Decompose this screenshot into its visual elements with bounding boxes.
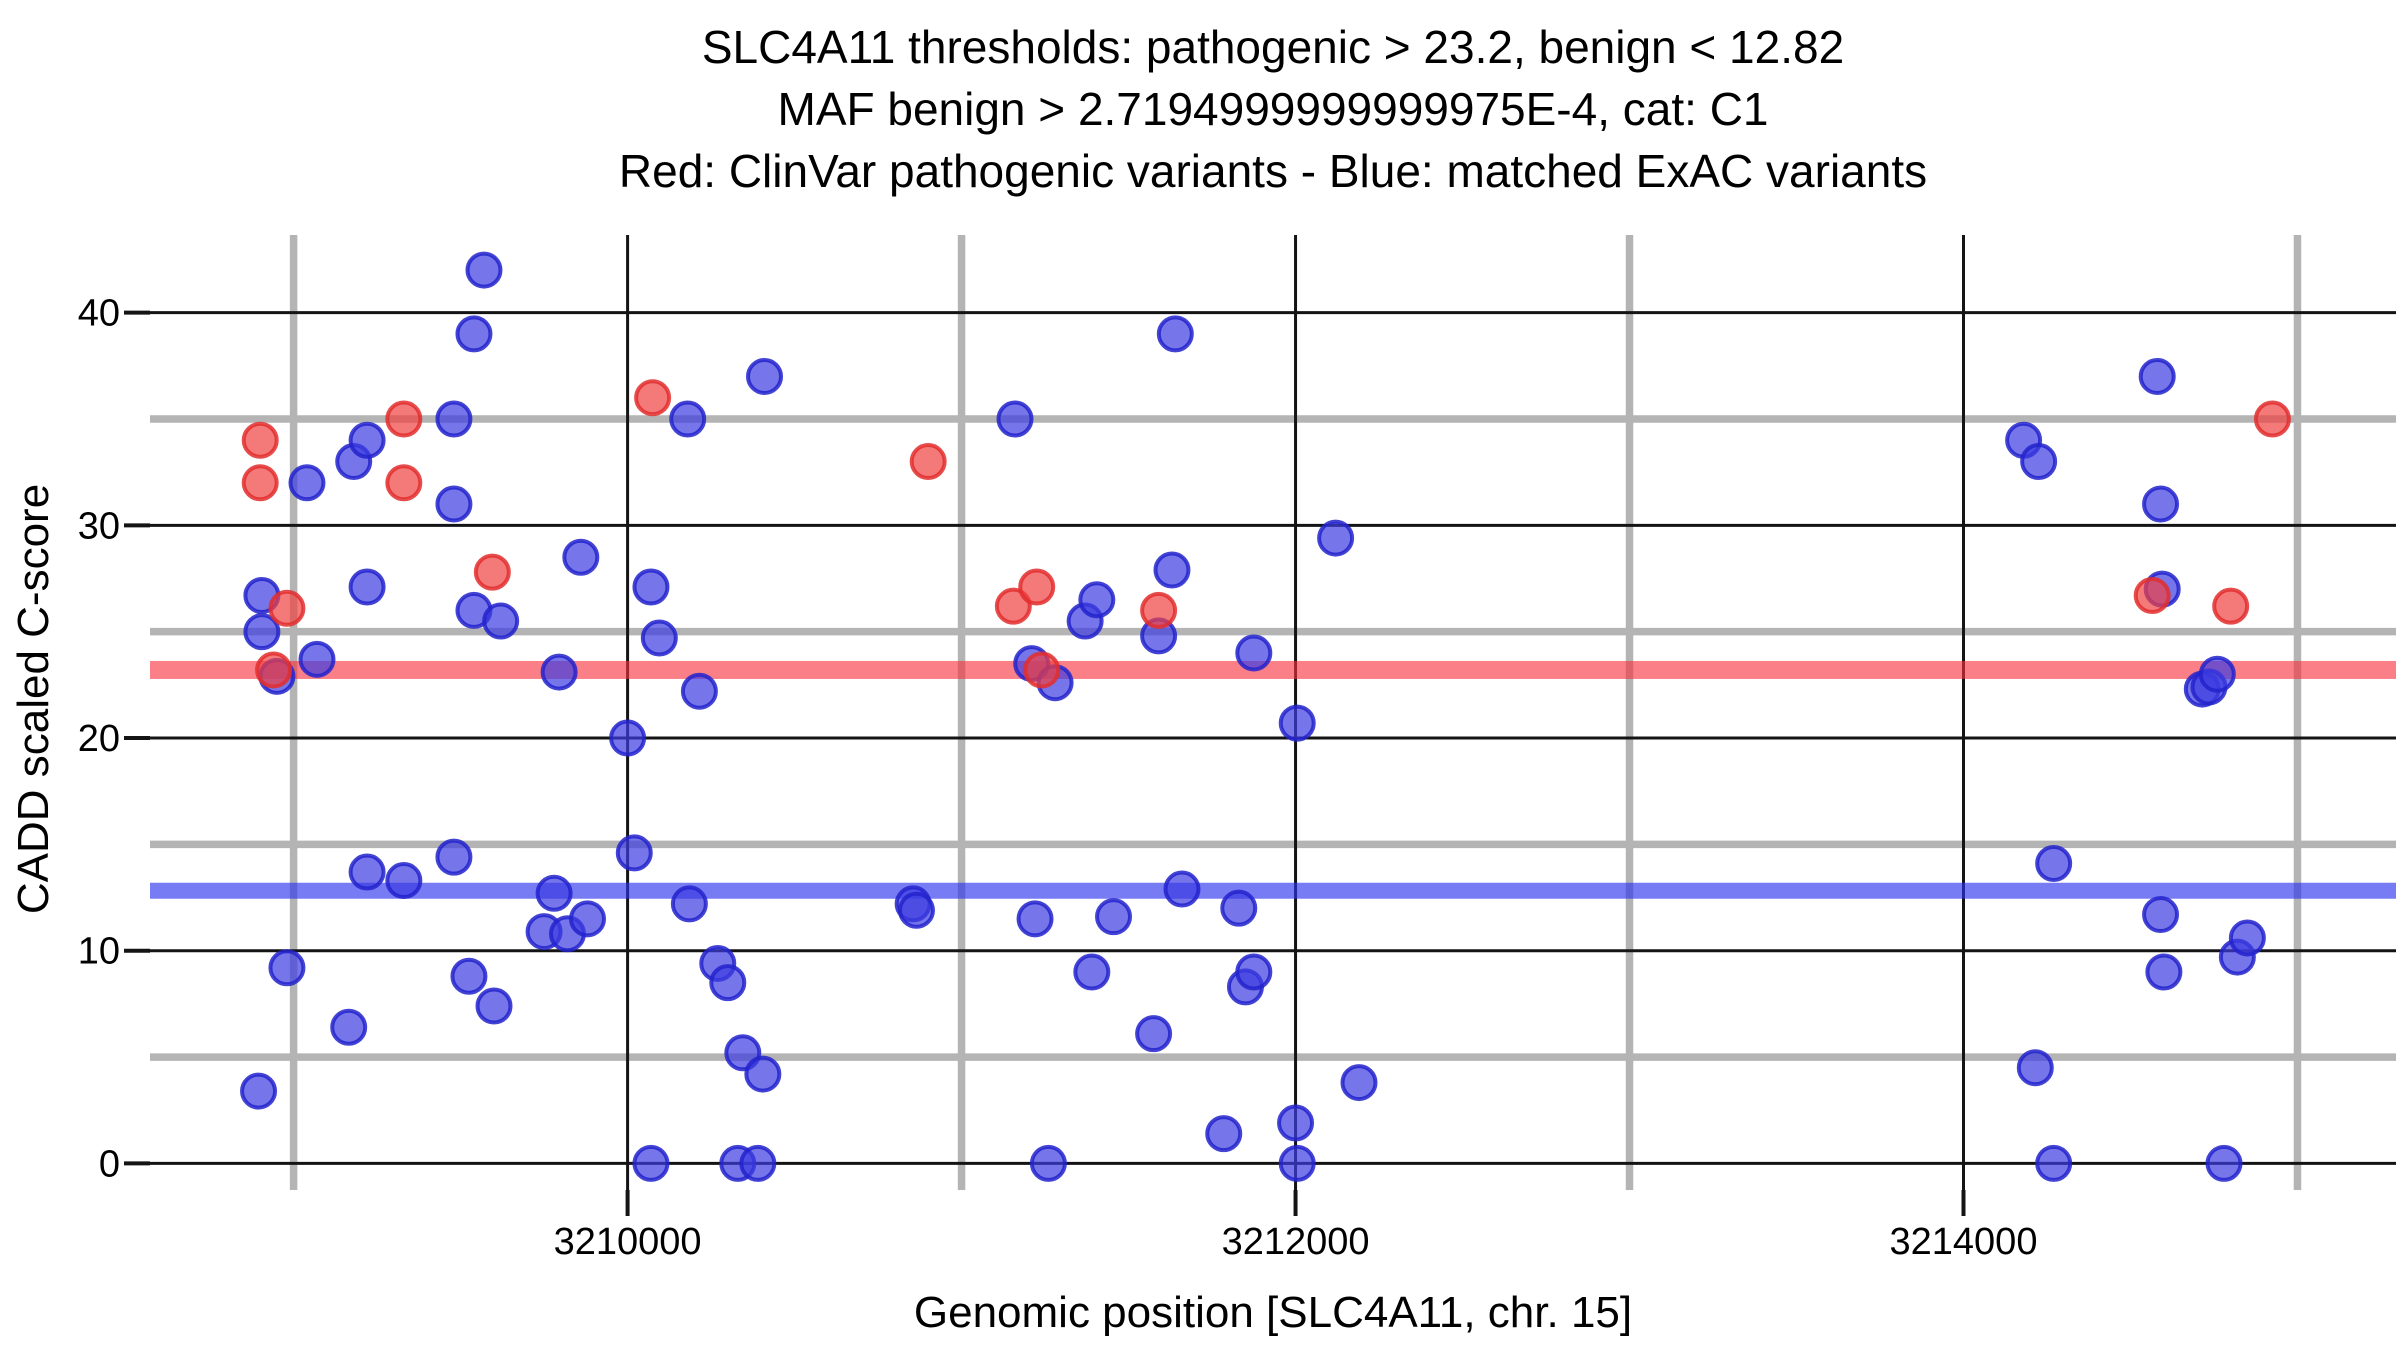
data-point-exac [709, 964, 747, 1002]
data-point-exac [680, 672, 718, 710]
data-point-exac [2205, 1144, 2243, 1182]
data-point-exac [632, 1144, 670, 1182]
x-axis-title: Genomic position [SLC4A11, chr. 15] [913, 1288, 1633, 1337]
data-point-clinvar [634, 379, 672, 417]
data-point-exac [2020, 443, 2058, 481]
data-point-exac [330, 1008, 368, 1046]
data-point-exac [2228, 919, 2266, 957]
data-point-exac [744, 1055, 782, 1093]
data-point-exac [1029, 1144, 1067, 1182]
data-point-clinvar [2133, 577, 2171, 615]
data-point-exac [615, 834, 653, 872]
data-point-clinvar [909, 443, 947, 481]
data-point-exac [475, 987, 513, 1025]
data-point-exac [455, 315, 493, 353]
x-tick-label: 3214000 [1890, 1221, 2038, 1263]
chart-title-line3: Red: ClinVar pathogenic variants - Blue:… [618, 145, 1928, 197]
data-point-exac [240, 1072, 278, 1110]
data-point-exac [540, 653, 578, 691]
data-point-exac [298, 640, 336, 678]
data-point-clinvar [385, 464, 423, 502]
data-point-clinvar [1023, 651, 1061, 689]
chart-title-line1: SLC4A11 thresholds: pathogenic > 23.2, b… [701, 21, 1845, 73]
y-tick-label: 0 [99, 1143, 120, 1185]
data-point-exac [535, 874, 573, 912]
chart-title-line2: MAF benign > 2.7194999999999975E-4, cat:… [777, 83, 1769, 135]
data-point-clinvar [2253, 400, 2291, 438]
data-point-exac [1156, 315, 1194, 353]
data-point-exac [562, 538, 600, 576]
data-point-exac [1277, 1104, 1315, 1142]
data-point-exac [2145, 953, 2183, 991]
data-point-exac [669, 400, 707, 438]
data-point-exac [1016, 900, 1054, 938]
data-point-exac [2035, 845, 2073, 883]
y-tick-label: 20 [78, 718, 120, 760]
data-point-exac [348, 853, 386, 891]
data-point-exac [435, 838, 473, 876]
data-point-exac [569, 900, 607, 938]
data-point-exac [435, 400, 473, 438]
data-point-exac [640, 619, 678, 657]
data-point-exac [268, 949, 306, 987]
data-point-exac [2142, 896, 2180, 934]
data-point-exac [1163, 870, 1201, 908]
data-point-exac [670, 885, 708, 923]
data-point-exac [288, 464, 326, 502]
data-point-exac [348, 568, 386, 606]
data-point-exac [2138, 357, 2176, 395]
data-point-exac [632, 568, 670, 606]
data-point-exac [385, 862, 423, 900]
data-point-clinvar [473, 553, 511, 591]
data-point-clinvar [241, 464, 279, 502]
data-point-exac [1220, 889, 1258, 927]
data-point-exac [243, 613, 281, 651]
data-point-exac [1235, 953, 1273, 991]
data-point-exac [2016, 1049, 2054, 1087]
y-tick-label: 10 [78, 931, 120, 973]
chart-title: SLC4A11 thresholds: pathogenic > 23.2, b… [160, 16, 2386, 202]
data-point-exac [435, 485, 473, 523]
threshold-band-pathogenic [150, 660, 2396, 679]
data-point-exac [2198, 655, 2236, 693]
data-point-exac [1153, 551, 1191, 589]
data-point-exac [1073, 953, 1111, 991]
data-point-exac [609, 719, 647, 757]
data-point-exac [1205, 1115, 1243, 1153]
data-point-exac [465, 251, 503, 289]
data-point-exac [1317, 519, 1355, 557]
data-point-exac [1278, 1144, 1316, 1182]
data-point-clinvar [241, 421, 279, 459]
data-point-clinvar [268, 589, 306, 627]
data-point-clinvar [255, 651, 293, 689]
data-point-exac [482, 602, 520, 640]
x-tick-label: 3210000 [554, 1221, 702, 1263]
data-point-exac [897, 891, 935, 929]
data-point-exac [739, 1144, 777, 1182]
data-point-exac [1095, 898, 1133, 936]
data-point-exac [1278, 704, 1316, 742]
data-point-exac [1235, 634, 1273, 672]
y-tick-label: 30 [78, 505, 120, 547]
y-tick-label: 40 [78, 293, 120, 335]
threshold-band-benign [150, 882, 2396, 899]
data-point-clinvar [1018, 568, 1056, 606]
data-point-exac [2035, 1144, 2073, 1182]
data-point-exac [1078, 581, 1116, 619]
data-point-clinvar [1140, 591, 1178, 629]
data-point-exac [746, 357, 784, 395]
data-point-exac [348, 421, 386, 459]
data-point-exac [450, 957, 488, 995]
data-point-exac [2142, 485, 2180, 523]
data-point-clinvar [385, 400, 423, 438]
data-point-exac [996, 400, 1034, 438]
data-point-clinvar [2212, 587, 2250, 625]
data-point-exac [1340, 1064, 1378, 1102]
x-tick-label: 3212000 [1222, 1221, 1370, 1263]
data-point-exac [1135, 1015, 1173, 1053]
data-point-clinvar [994, 587, 1032, 625]
